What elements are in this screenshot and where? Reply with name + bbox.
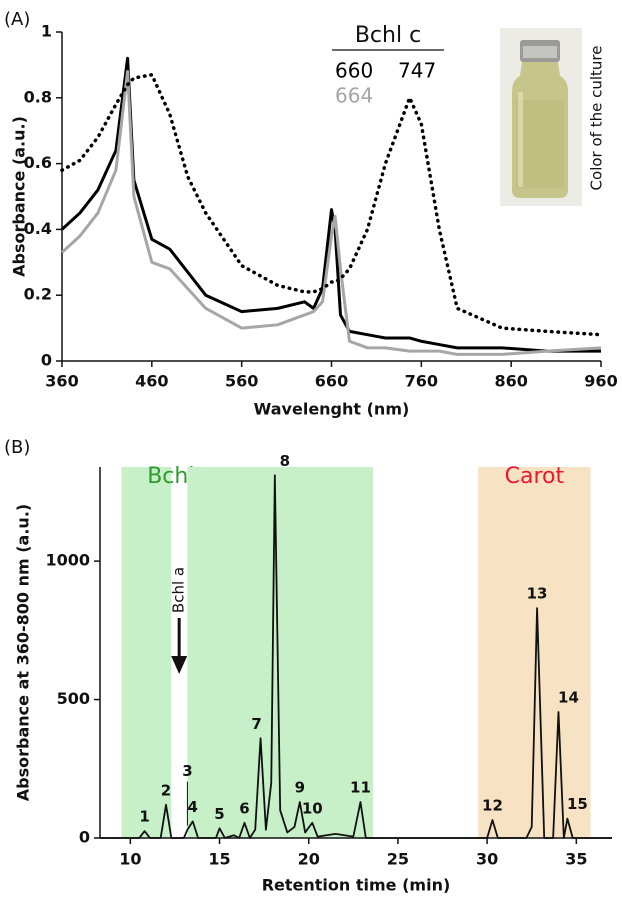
y-axis-title: Absorbance (a.u.) — [10, 116, 29, 277]
peak-label: 14 — [558, 689, 579, 707]
x-tick-label: 660 — [315, 372, 348, 391]
y-tick-label: 1 — [41, 22, 52, 41]
region — [121, 467, 172, 838]
y-tick-label: 0.8 — [24, 87, 52, 106]
annotation-arrowhead — [171, 656, 188, 674]
region — [478, 467, 591, 838]
peak-label: 3 — [182, 762, 192, 780]
y-tick-label: 0.2 — [24, 285, 52, 304]
legend-entry: 747 — [398, 59, 436, 83]
data-line — [60, 73, 603, 337]
peak-label: 8 — [280, 452, 290, 470]
x-tick-label: 20 — [298, 850, 320, 869]
culture-photo — [500, 28, 582, 206]
legend-title: Bchl c — [355, 23, 421, 48]
legend-entry: 664 — [335, 84, 373, 108]
panel-label: (A) — [4, 9, 30, 30]
peak-label: 4 — [188, 798, 198, 816]
x-tick-label: 760 — [405, 372, 438, 391]
peak-label: 2 — [161, 781, 171, 799]
x-tick-label: 960 — [584, 372, 617, 391]
y-tick-label: 0 — [41, 351, 52, 370]
data-line — [60, 69, 602, 356]
x-tick-label: 10 — [119, 850, 141, 869]
x-tick-label: 35 — [565, 850, 587, 869]
x-tick-label: 560 — [225, 372, 258, 391]
peak-label: 10 — [302, 799, 323, 817]
peak-label: 1 — [139, 808, 149, 826]
data-line — [100, 474, 612, 839]
peak-label: 15 — [567, 795, 588, 813]
peak-label: 12 — [482, 797, 503, 815]
y-tick-label: 0.4 — [24, 219, 52, 238]
panel-label: (B) — [4, 437, 30, 458]
legend-entry: 660 — [335, 59, 373, 83]
y-axis-title: Absorbance at 360-800 nm (a.u.) — [14, 504, 33, 801]
x-tick-label: 15 — [208, 850, 230, 869]
x-tick-label: 30 — [476, 850, 498, 869]
x-axis-title: Wavelenght (nm) — [254, 400, 410, 419]
peak-label: 11 — [350, 779, 371, 797]
y-tick-label: 1000 — [45, 551, 90, 570]
x-tick-label: 360 — [45, 372, 78, 391]
region-label: Carot — [505, 464, 565, 489]
x-axis-title: Retention time (min) — [262, 876, 451, 895]
x-tick-label: 25 — [387, 850, 409, 869]
y-tick-label: 0 — [79, 828, 90, 847]
y-tick-label: 500 — [57, 689, 90, 708]
peak-label: 6 — [239, 799, 249, 817]
peak-label: 7 — [251, 715, 261, 733]
peak-label: 9 — [295, 779, 305, 797]
peak-label: 5 — [214, 805, 224, 823]
y-tick-label: 0.6 — [24, 153, 52, 172]
x-tick-label: 460 — [135, 372, 168, 391]
peak-label: 13 — [527, 585, 548, 603]
inset-caption: Color of the culture — [588, 46, 606, 191]
annotation: Bchl a — [170, 567, 188, 613]
x-tick-label: 860 — [494, 372, 527, 391]
